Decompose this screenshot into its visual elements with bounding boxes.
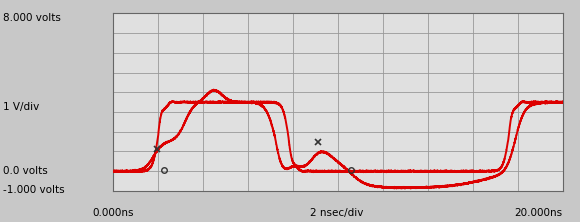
Text: 2 nsec/div: 2 nsec/div bbox=[310, 208, 363, 218]
Text: 1 V/div: 1 V/div bbox=[3, 101, 39, 112]
Text: 20.000ns: 20.000ns bbox=[514, 208, 563, 218]
Text: -1.000 volts: -1.000 volts bbox=[3, 185, 64, 195]
Text: 0.0 volts: 0.0 volts bbox=[3, 166, 48, 176]
Text: 0.000ns: 0.000ns bbox=[92, 208, 134, 218]
Text: 8.000 volts: 8.000 volts bbox=[3, 13, 61, 23]
